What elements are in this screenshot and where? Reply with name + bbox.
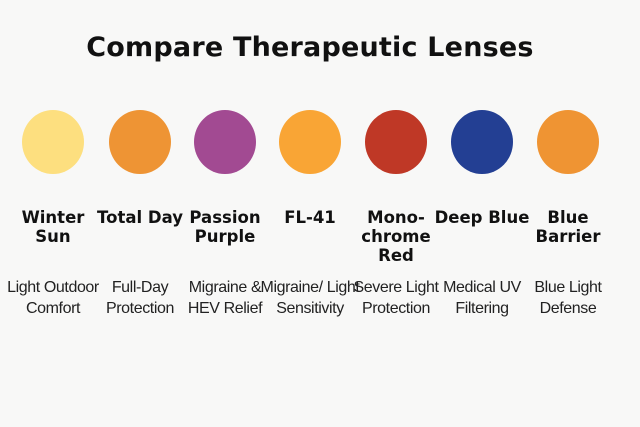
lens-swatch <box>194 110 256 174</box>
lens-description: Full-Day Protection <box>105 279 175 317</box>
lens-name: Passion Purple <box>189 208 261 246</box>
lens-swatch <box>22 110 84 174</box>
lens-description: Medical UV Filtering <box>443 279 521 317</box>
lens-description: Migraine & HEV Relief <box>187 279 263 317</box>
lens-name: Blue Barrier <box>535 208 601 246</box>
lens-description: Migraine/ Light Sensitivity <box>260 279 360 317</box>
lens-name: Total Day <box>97 208 183 227</box>
lens-swatch <box>537 110 599 174</box>
lens-description: Severe Light Protection <box>353 279 439 317</box>
lens-name: Deep Blue <box>434 208 530 227</box>
lens-description: Blue Light Defense <box>534 279 602 317</box>
page-title: Compare Therapeutic Lenses <box>86 32 534 63</box>
lens-name: Winter Sun <box>21 208 85 246</box>
lens-name: Mono-chrome Red <box>361 208 431 265</box>
lens-swatch <box>365 110 427 174</box>
lens-description: Light Outdoor Comfort <box>7 279 99 317</box>
lens-swatch <box>451 110 513 174</box>
lens-swatch <box>109 110 171 174</box>
lens-name: FL-41 <box>284 208 336 227</box>
lens-swatch <box>279 110 341 174</box>
